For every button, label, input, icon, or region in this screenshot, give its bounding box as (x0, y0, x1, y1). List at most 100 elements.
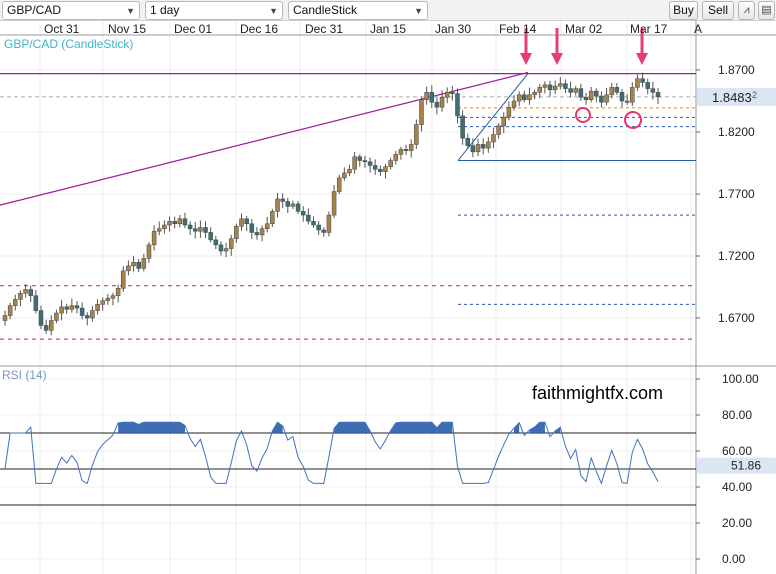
y-tick-label: 1.8200 (718, 125, 755, 139)
bear-candle (28, 289, 33, 296)
bear-candle (578, 88, 584, 98)
chevron-down-icon: ▼ (414, 6, 423, 16)
rsi-overbought-fill (272, 422, 283, 433)
timeframe-dropdown[interactable]: 1 day ▼ (145, 1, 283, 20)
bear-candle (182, 218, 188, 226)
buy-button[interactable]: Buy (669, 1, 698, 20)
bear-candle (568, 88, 573, 93)
marks (520, 28, 648, 129)
bull-candle (635, 78, 640, 88)
toolbar: GBP/CAD ▼ 1 day ▼ CandleStick ▼ Buy Sell… (0, 0, 776, 21)
bull-candle (90, 310, 95, 319)
x-tick-label: Jan 30 (435, 22, 471, 36)
x-tick-label: Dec 16 (240, 22, 278, 36)
bull-candle (439, 97, 445, 108)
bear-candle (218, 244, 224, 252)
bear-candle (33, 295, 39, 311)
down-arrow-head (636, 53, 648, 65)
bull-candle (239, 218, 244, 227)
chart-svg: 51.86 1.8483 2 Oct 31 Nov 15 Dec 01 Dec 16 Dec… (0, 21, 776, 574)
bull-candle (105, 297, 111, 301)
bull-candle (475, 144, 481, 153)
bear-candle (64, 306, 69, 310)
bull-candle (95, 304, 100, 311)
bull-candle (126, 265, 131, 272)
bull-candle (167, 221, 172, 226)
bull-candle (408, 144, 414, 151)
rsi-overbought-fill (390, 422, 453, 433)
bull-candle (532, 92, 537, 96)
bear-candle (614, 87, 620, 93)
bear-candle (362, 160, 368, 163)
bull-candle (424, 92, 429, 101)
bull-candle (146, 244, 152, 259)
bull-candle (630, 87, 635, 103)
rsi-overbought-fill (529, 422, 545, 433)
sell-button[interactable]: Sell (702, 1, 734, 20)
bear-candle (249, 223, 255, 233)
y-tick-label: 1.6700 (718, 311, 755, 325)
bull-candle (290, 203, 296, 207)
y-tick-label: 1.8700 (718, 63, 755, 77)
bear-candle (357, 156, 363, 161)
rsi-panel: 51.86 1.8483 2 (0, 87, 776, 506)
price-suffix-label: 2 (752, 90, 757, 100)
bull-candle (234, 225, 239, 239)
bear-candle (624, 100, 630, 103)
chart-icon[interactable]: ⩘ (738, 1, 755, 20)
bear-candle (645, 82, 650, 89)
rsi-tick-label: 40.00 (722, 480, 752, 494)
bull-candle (162, 224, 167, 229)
bull-candle (69, 305, 75, 310)
bull-candle (491, 134, 496, 143)
rsi-title: RSI (14) (2, 368, 47, 382)
bull-candle (444, 92, 450, 98)
bear-candle (311, 221, 316, 226)
y-tick-label: 1.7700 (718, 187, 755, 201)
bear-candle (38, 310, 44, 326)
bear-candle (43, 325, 49, 331)
bear-candle (470, 145, 476, 153)
drawing-annotations (0, 71, 696, 340)
frame (0, 21, 776, 574)
bear-candle (213, 239, 219, 246)
bull-candle (383, 166, 388, 172)
rsi-tick-label: 20.00 (722, 516, 752, 530)
rsi-value-label: 51.86 (731, 459, 761, 473)
bear-candle (367, 161, 373, 166)
settings-icon[interactable]: ▤ (758, 1, 775, 20)
bull-candle (115, 287, 121, 296)
bull-candle (49, 320, 54, 331)
bull-candle (552, 85, 558, 91)
bear-candle (192, 228, 198, 232)
bear-candle (74, 305, 80, 309)
x-tick-label-clipped: A (694, 22, 702, 36)
bull-candle (414, 124, 419, 145)
bear-candle (450, 92, 455, 94)
chart-type-label: CandleStick (293, 3, 358, 17)
x-tick-label: Dec 31 (305, 22, 343, 36)
bear-candle (285, 201, 291, 207)
bear-candle (460, 115, 465, 139)
bull-candle (151, 230, 157, 246)
bull-candle (264, 223, 270, 229)
bear-candle (403, 149, 409, 151)
bull-candle (604, 94, 609, 103)
labels: Oct 31 Nov 15 Dec 01 Dec 16 Dec 31 Jan 15 Jan … (2, 22, 759, 566)
bull-candle (393, 154, 399, 161)
bull-candle (259, 228, 265, 236)
bear-candle (316, 224, 321, 231)
rsi-overbought-fill (514, 422, 520, 433)
bull-candle (18, 292, 23, 300)
bear-candle (434, 101, 440, 108)
chart-area[interactable]: 51.86 1.8483 2 Oct 31 Nov 15 Dec 01 Dec 16 Dec… (0, 21, 776, 574)
bull-candle (275, 198, 280, 212)
bear-candle (244, 218, 249, 225)
bull-candle (347, 168, 352, 174)
symbol-dropdown[interactable]: GBP/CAD ▼ (2, 1, 140, 20)
bear-candle (547, 84, 553, 91)
bull-candle (177, 218, 183, 225)
rsi-value-badge (697, 457, 776, 474)
chart-type-dropdown[interactable]: CandleStick ▼ (288, 1, 428, 20)
bear-candle (455, 93, 460, 117)
